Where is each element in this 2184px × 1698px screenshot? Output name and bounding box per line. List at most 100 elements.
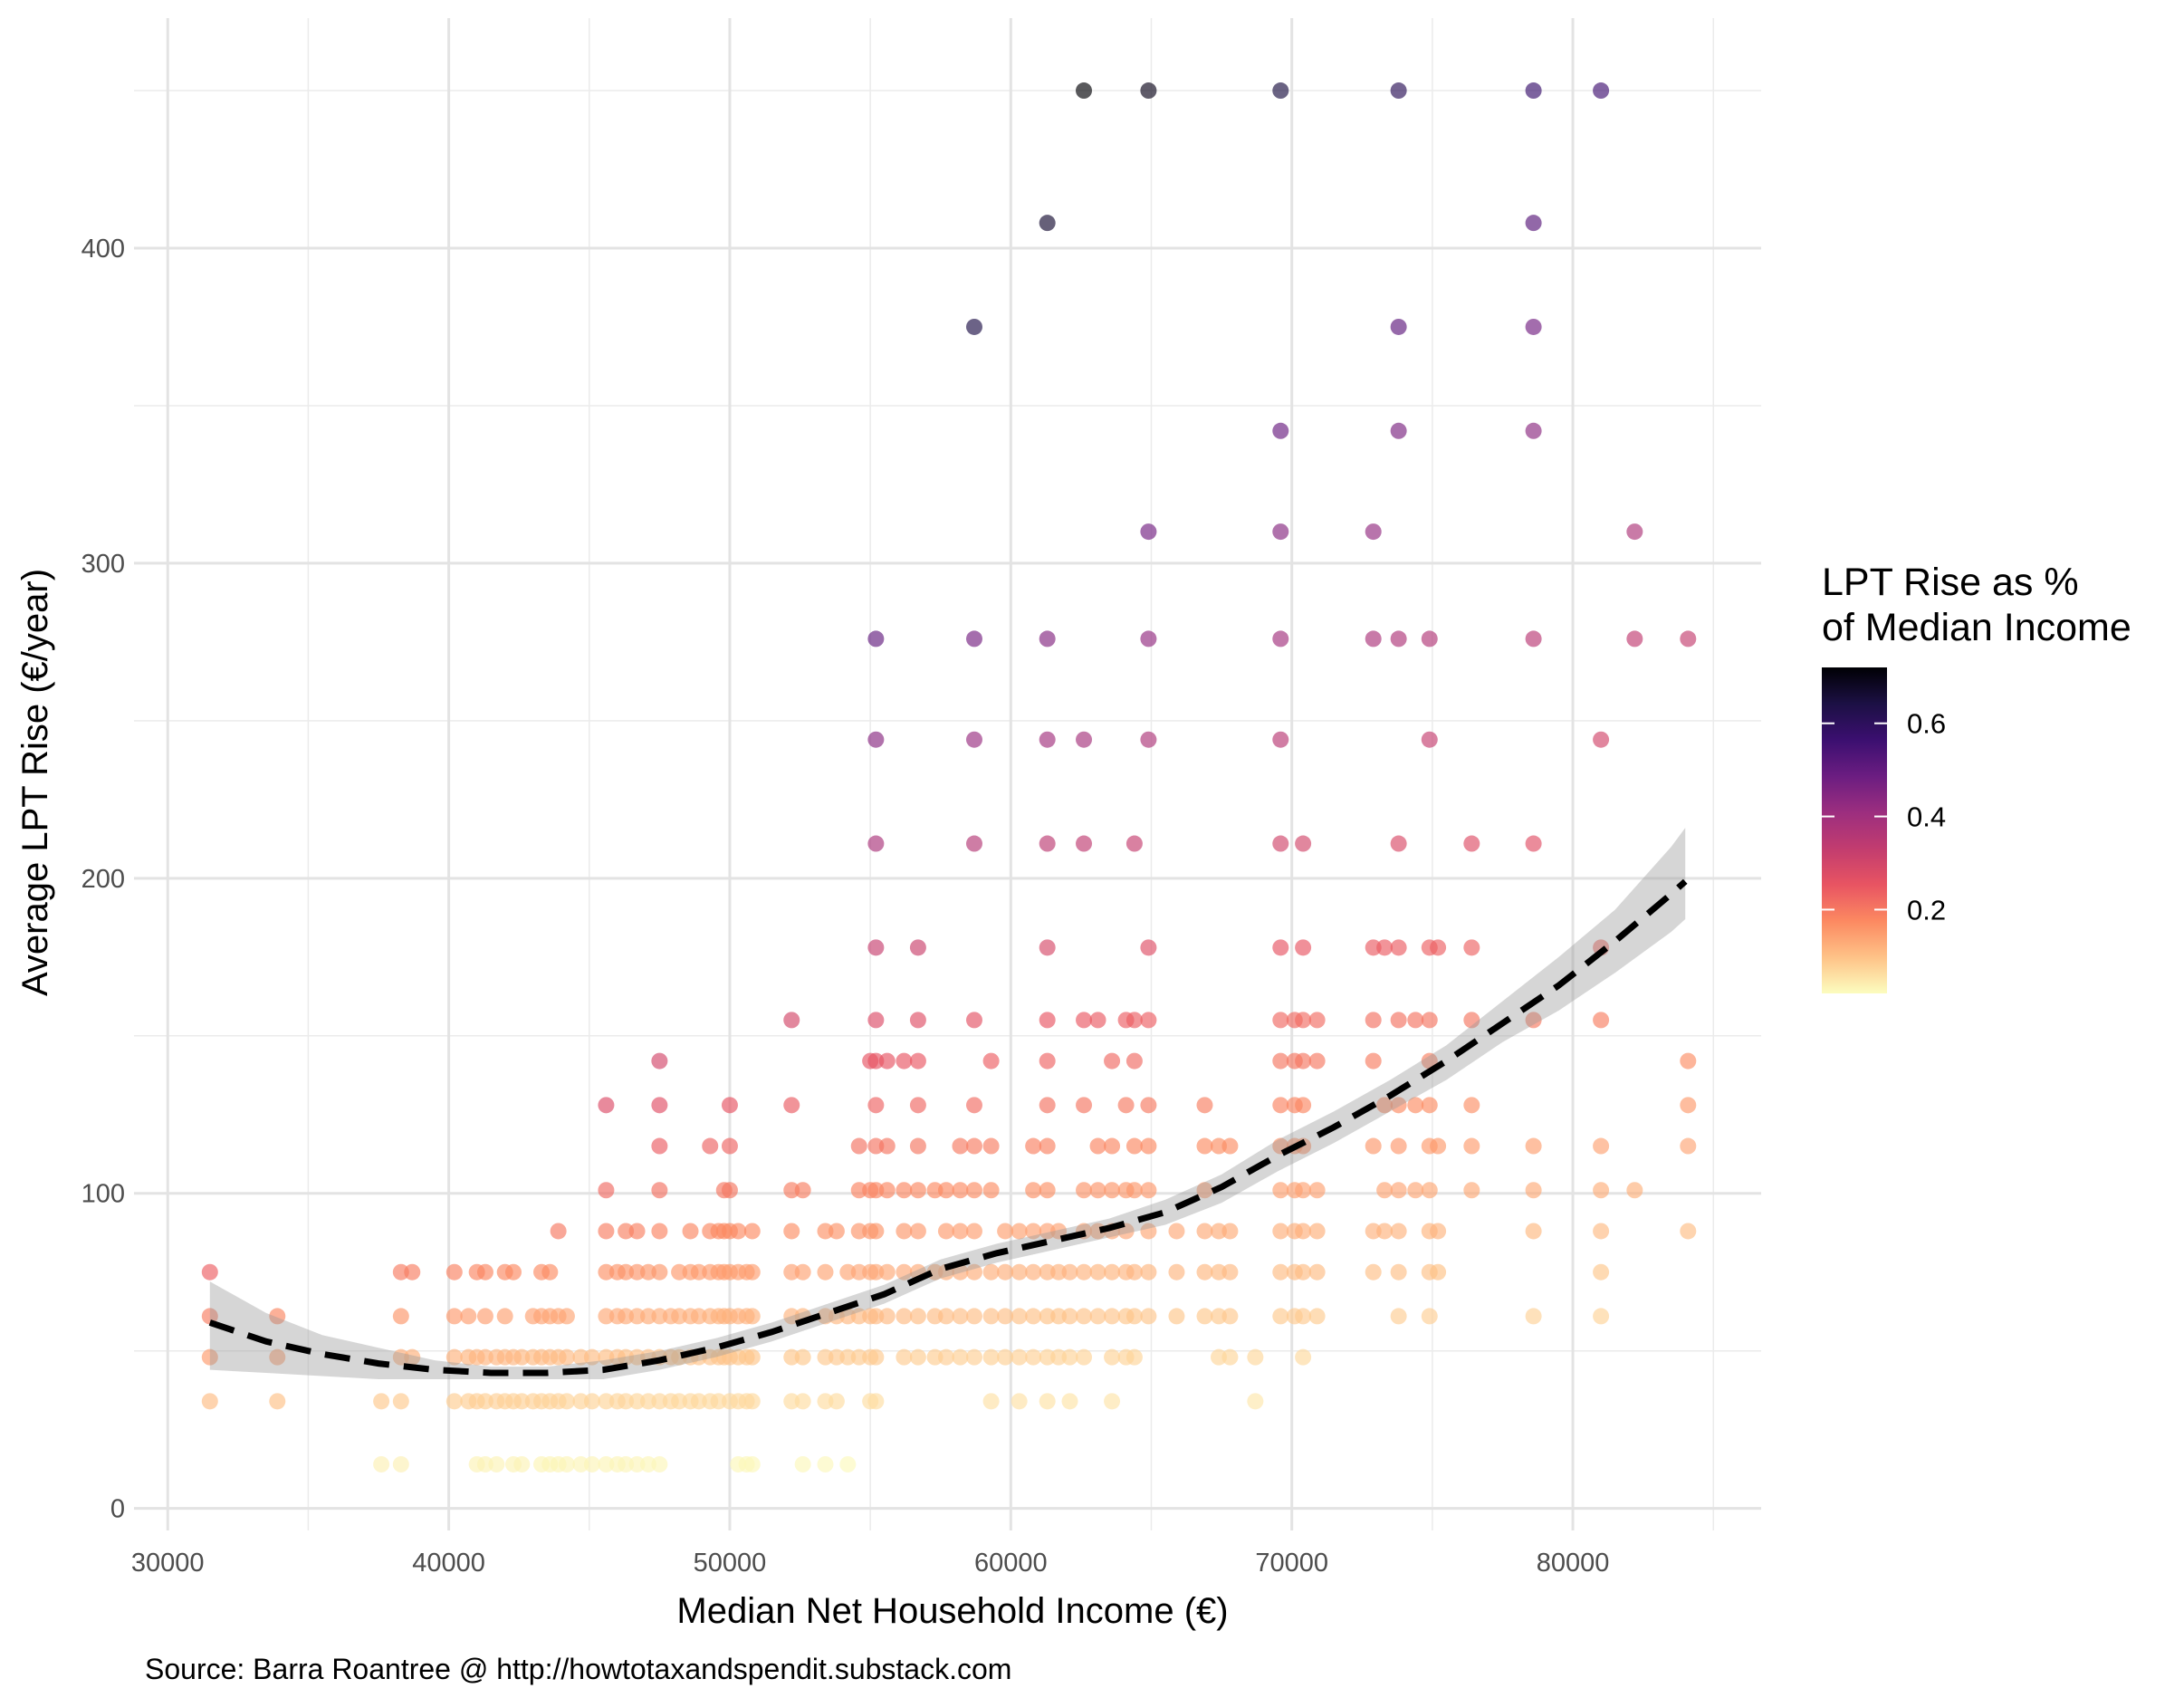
- data-point: [1140, 1137, 1157, 1155]
- data-point: [1626, 630, 1643, 648]
- data-point: [572, 1348, 589, 1366]
- data-point: [1525, 835, 1542, 852]
- data-point: [1039, 835, 1056, 852]
- data-point: [1421, 1308, 1438, 1325]
- data-point: [1680, 1097, 1697, 1114]
- data-point: [201, 1348, 218, 1366]
- data-point: [1390, 1263, 1407, 1281]
- data-point: [1039, 1137, 1056, 1155]
- data-point: [583, 1455, 600, 1473]
- data-point: [1140, 731, 1157, 748]
- data-point: [651, 1097, 668, 1114]
- data-point: [1126, 1182, 1143, 1199]
- data-point: [839, 1263, 857, 1281]
- data-point: [1593, 82, 1610, 100]
- data-point: [1126, 1012, 1143, 1029]
- y-tick-label: 400: [81, 235, 125, 264]
- data-point: [1593, 1223, 1610, 1240]
- data-point: [618, 1223, 635, 1240]
- data-point: [909, 1348, 926, 1366]
- grid-major-lines: [134, 18, 1761, 1530]
- data-point: [965, 318, 982, 335]
- data-point: [1104, 1393, 1121, 1410]
- data-point: [690, 1308, 707, 1325]
- data-point: [392, 1393, 409, 1410]
- data-point: [1593, 1263, 1610, 1281]
- data-point: [965, 1012, 982, 1029]
- data-point: [867, 1097, 885, 1114]
- data-point: [1126, 1137, 1143, 1155]
- data-point: [965, 835, 982, 852]
- data-point: [618, 1393, 635, 1410]
- data-point: [896, 1348, 913, 1366]
- data-point: [952, 1263, 969, 1281]
- data-point: [445, 1263, 463, 1281]
- data-point: [1272, 1052, 1289, 1070]
- data-point: [867, 1308, 885, 1325]
- data-point: [392, 1455, 409, 1473]
- legend-color-bar: [1822, 667, 1887, 993]
- data-point: [1376, 1182, 1394, 1199]
- data-point: [1421, 1182, 1438, 1199]
- data-point: [965, 1348, 982, 1366]
- data-point: [1140, 1182, 1157, 1199]
- data-point: [867, 1223, 885, 1240]
- data-point: [1365, 1223, 1382, 1240]
- data-point: [1376, 1097, 1394, 1114]
- data-point: [1272, 1263, 1289, 1281]
- data-point: [965, 630, 982, 648]
- data-point: [783, 1263, 800, 1281]
- data-point: [1272, 1097, 1289, 1114]
- data-point: [1421, 1012, 1438, 1029]
- data-point: [965, 1097, 982, 1114]
- data-point: [867, 1012, 885, 1029]
- data-point: [1295, 1263, 1312, 1281]
- data-point: [513, 1393, 531, 1410]
- data-point: [583, 1348, 600, 1366]
- data-point: [1390, 422, 1407, 439]
- data-point: [1593, 1182, 1610, 1199]
- data-point: [1390, 1308, 1407, 1325]
- data-point: [476, 1455, 493, 1473]
- data-point: [1011, 1263, 1028, 1281]
- data-point: [965, 1308, 982, 1325]
- data-point: [839, 1348, 857, 1366]
- data-point: [1140, 1223, 1157, 1240]
- data-point: [541, 1263, 559, 1281]
- data-point: [404, 1263, 421, 1281]
- data-point: [1525, 215, 1542, 232]
- data-point: [639, 1308, 656, 1325]
- data-point: [1168, 1223, 1185, 1240]
- data-point: [1680, 1137, 1697, 1155]
- data-point: [1076, 1308, 1093, 1325]
- data-point: [1525, 1182, 1542, 1199]
- data-point: [952, 1223, 969, 1240]
- data-point: [1295, 939, 1312, 956]
- x-tick-label: 60000: [974, 1549, 1048, 1578]
- data-point: [878, 1182, 896, 1199]
- data-point: [1407, 1012, 1424, 1029]
- data-point: [828, 1393, 845, 1410]
- data-point: [1039, 1308, 1056, 1325]
- data-point: [743, 1455, 761, 1473]
- data-point: [909, 1097, 926, 1114]
- data-point: [783, 1308, 800, 1325]
- data-point: [1104, 1137, 1121, 1155]
- data-point: [965, 1182, 982, 1199]
- data-point: [1308, 1308, 1326, 1325]
- data-point: [1463, 1182, 1480, 1199]
- x-tick-label: 40000: [412, 1549, 485, 1578]
- data-point: [794, 1455, 811, 1473]
- data-point: [1039, 630, 1056, 648]
- data-point: [1390, 630, 1407, 648]
- data-point: [1365, 1137, 1382, 1155]
- data-point: [783, 1012, 800, 1029]
- legend-tick-label: 0.2: [1907, 894, 1946, 926]
- data-point: [982, 1348, 1000, 1366]
- data-point: [1680, 630, 1697, 648]
- data-point: [828, 1223, 845, 1240]
- data-point: [1104, 1182, 1121, 1199]
- data-point: [628, 1455, 646, 1473]
- data-point: [639, 1263, 656, 1281]
